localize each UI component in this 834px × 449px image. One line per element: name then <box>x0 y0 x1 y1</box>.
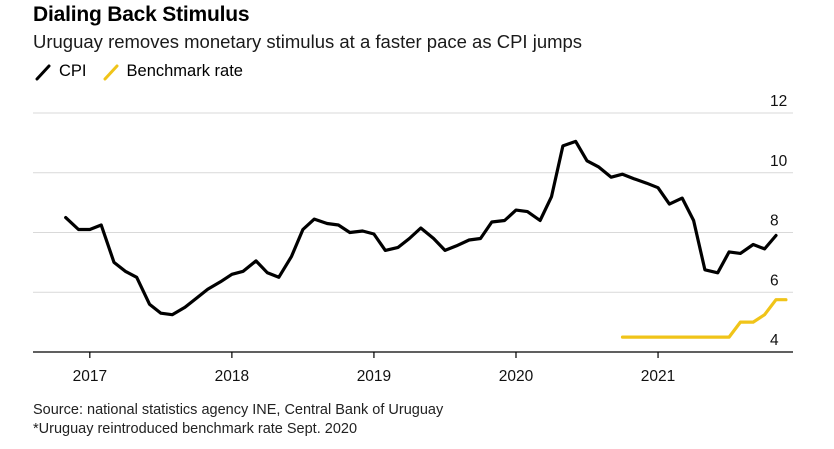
footer: Source: national statistics agency INE, … <box>33 401 443 439</box>
legend: CPI Benchmark rate <box>33 62 257 81</box>
y-tick-label-10: 10 <box>770 153 788 170</box>
legend-item-benchmark-rate: Benchmark rate <box>101 62 243 81</box>
series-line-benchmark-rate <box>620 298 788 339</box>
series-lines <box>64 139 788 339</box>
x-tick-label-2020: 2020 <box>499 368 534 385</box>
x-axis: 2017 2018 2019 2020 2021 <box>33 351 793 385</box>
y-tick-label-4: 4 <box>770 332 779 349</box>
chart-title: Dialing Back Stimulus <box>33 3 250 26</box>
x-tick-label-2019: 2019 <box>357 368 391 385</box>
series-line-cpi <box>64 139 778 317</box>
y-tick-label-8: 8 <box>770 213 779 230</box>
y-tick-label-12: 12 <box>770 93 787 110</box>
footnote: *Uruguay reintroduced benchmark rate Sep… <box>33 421 358 437</box>
chart-subtitle: Uruguay removes monetary stimulus at a f… <box>33 31 583 52</box>
legend-swatch-cpi <box>35 64 51 80</box>
x-tick-label-2018: 2018 <box>215 368 249 385</box>
x-tick-label-2017: 2017 <box>73 368 107 385</box>
source-note: Source: national statistics agency INE, … <box>33 402 444 418</box>
legend-label-cpi: CPI <box>59 62 87 80</box>
y-tick-label-6: 6 <box>770 272 779 289</box>
legend-swatch-benchmark-rate <box>103 64 119 80</box>
x-tick-label-2021: 2021 <box>641 368 675 385</box>
legend-item-cpi: CPI <box>33 62 87 81</box>
legend-label-benchmark-rate: Benchmark rate <box>126 62 243 80</box>
gridlines <box>33 112 793 293</box>
y-tick-labels: 4 6 8 10 12 <box>770 93 788 349</box>
